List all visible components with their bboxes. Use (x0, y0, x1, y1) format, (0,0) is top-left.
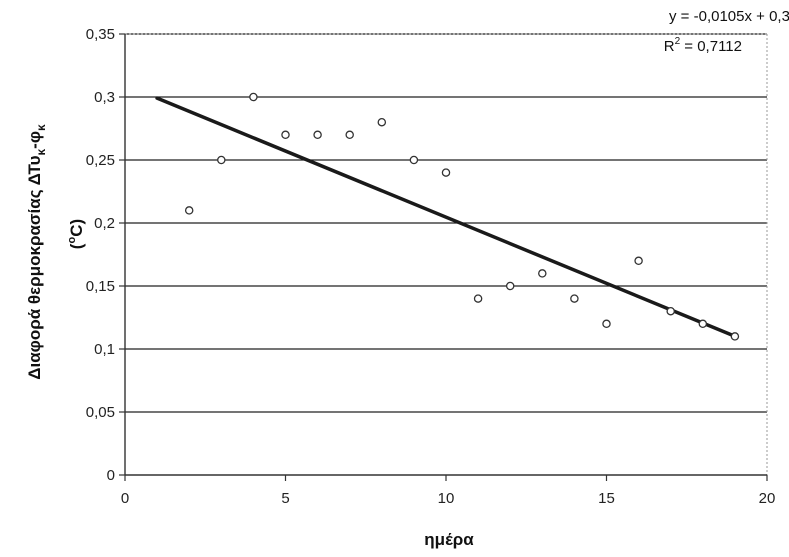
data-point-4 (313, 130, 322, 140)
x-tick-label-0: 0 (121, 490, 129, 507)
axes (119, 33, 768, 481)
y-axis-title-line1: Διαφορά θερμοκρασίας ΔΤυκ-φκ (25, 124, 48, 380)
r-squared-symbol: R (664, 38, 675, 55)
data-point-14 (634, 256, 643, 266)
data-point-3 (281, 130, 290, 140)
r-squared-superscript: 2 (675, 36, 681, 47)
data-point-5 (345, 130, 354, 140)
data-point-12 (570, 294, 579, 303)
r-squared-label: R2 = 0,7112 (664, 36, 742, 55)
data-point-8 (441, 168, 451, 177)
y-axis-title-sub1: κ (34, 149, 48, 156)
y-axis-unit-open: ( (67, 243, 86, 249)
data-point-0 (184, 206, 194, 215)
data-point-11 (538, 269, 547, 278)
y-axis-title-sub2: κ (34, 124, 48, 131)
data-point-6 (377, 117, 387, 127)
data-point-15 (666, 306, 675, 316)
trendline-group (155, 96, 737, 339)
data-point-10 (505, 281, 515, 291)
y-axis-title-main: Διαφορά θερμοκρασίας ΔΤυ (25, 155, 44, 379)
y-tick-label-1: 0,05 (86, 404, 115, 421)
data-point-1 (217, 155, 226, 165)
data-point-16 (698, 319, 708, 329)
data-points (184, 92, 740, 341)
data-point-7 (409, 155, 419, 165)
x-axis-title: ημέρα (424, 530, 474, 549)
x-tick-label-2: 10 (438, 490, 455, 507)
r-squared-value: = 0,7112 (680, 38, 742, 55)
x-tick-label-3: 15 (598, 490, 615, 507)
gridlines (125, 33, 767, 413)
y-axis-title: Διαφορά θερμοκρασίας ΔΤυκ-φκ (oC) (25, 124, 86, 380)
data-point-17 (730, 332, 740, 341)
y-axis-unit-rest: C) (67, 219, 86, 237)
trendline-equation: y = -0,0105x + 0,3096 (669, 8, 789, 25)
x-tick-label-1: 5 (281, 490, 289, 507)
data-point-9 (473, 294, 483, 303)
x-tick-labels: 0 5 10 15 20 (121, 490, 776, 507)
y-axis-title-line2: (oC) (66, 219, 86, 249)
y-tick-label-4: 0,2 (94, 215, 115, 232)
y-tick-label-6: 0,3 (94, 89, 115, 106)
y-tick-label-2: 0,1 (94, 341, 115, 358)
trendline (155, 96, 737, 339)
data-point-2 (249, 92, 258, 102)
y-tick-label-3: 0,15 (86, 278, 115, 295)
y-axis-unit-sup: o (66, 237, 78, 244)
y-tick-label-5: 0,25 (86, 152, 115, 169)
y-axis-title-mid: -φ (25, 131, 44, 149)
y-tick-label-0: 0 (107, 467, 115, 484)
x-tick-label-4: 20 (759, 490, 776, 507)
y-tick-label-7: 0,35 (86, 26, 115, 43)
y-tick-labels: 0 0,05 0,1 0,15 0,2 0,25 0,3 0,35 (86, 26, 115, 484)
data-point-13 (602, 319, 611, 329)
